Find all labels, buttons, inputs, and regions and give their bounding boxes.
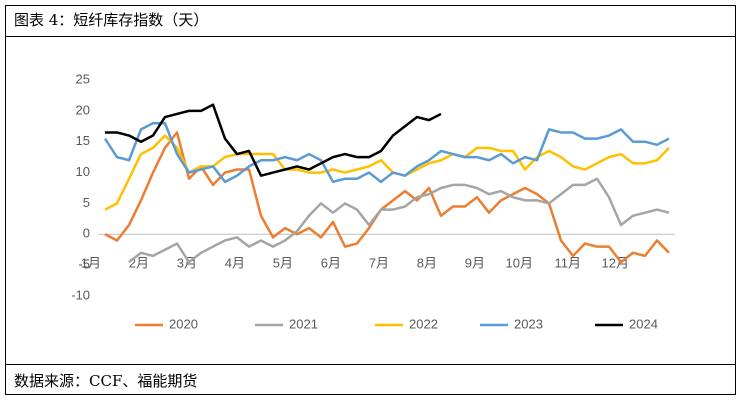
y-tick-label: 10	[76, 164, 90, 179]
y-tick-label: 0	[83, 226, 90, 241]
x-tick-label: 10月	[506, 256, 533, 271]
series-line	[104, 131, 670, 264]
y-tick-label: 20	[76, 102, 90, 117]
y-tick-label: -5	[78, 257, 90, 272]
y-tick-label: -10	[71, 287, 90, 302]
x-tick-label: 5月	[273, 256, 293, 271]
legend-label: 2020	[169, 316, 198, 331]
series-line	[103, 121, 670, 184]
series-line	[128, 177, 670, 264]
x-tick-label: 11月	[555, 256, 582, 271]
source-note: 数据来源：CCF、福能期货	[14, 372, 197, 390]
legend-label: 2021	[289, 316, 318, 331]
y-tick-label: 5	[83, 195, 90, 210]
x-tick-label: 8月	[417, 256, 437, 271]
series-line	[105, 103, 442, 177]
x-tick-label: 1月	[81, 256, 101, 271]
legend-label: 2022	[409, 316, 438, 331]
x-tick-label: 7月	[369, 256, 389, 271]
x-tick-label: 6月	[321, 256, 341, 271]
x-tick-label: 9月	[465, 256, 485, 271]
y-tick-label: 25	[76, 71, 90, 86]
frame	[5, 5, 736, 395]
y-tick-label: 15	[76, 133, 90, 148]
chart-title: 图表 4：短纤库存指数（天）	[14, 11, 208, 29]
series-line	[104, 134, 670, 211]
x-tick-label: 4月	[225, 256, 245, 271]
legend-label: 2023	[514, 316, 543, 331]
legend-label: 2024	[629, 316, 658, 331]
x-tick-label: 2月	[129, 256, 149, 271]
x-tick-label: 12月	[602, 256, 629, 271]
